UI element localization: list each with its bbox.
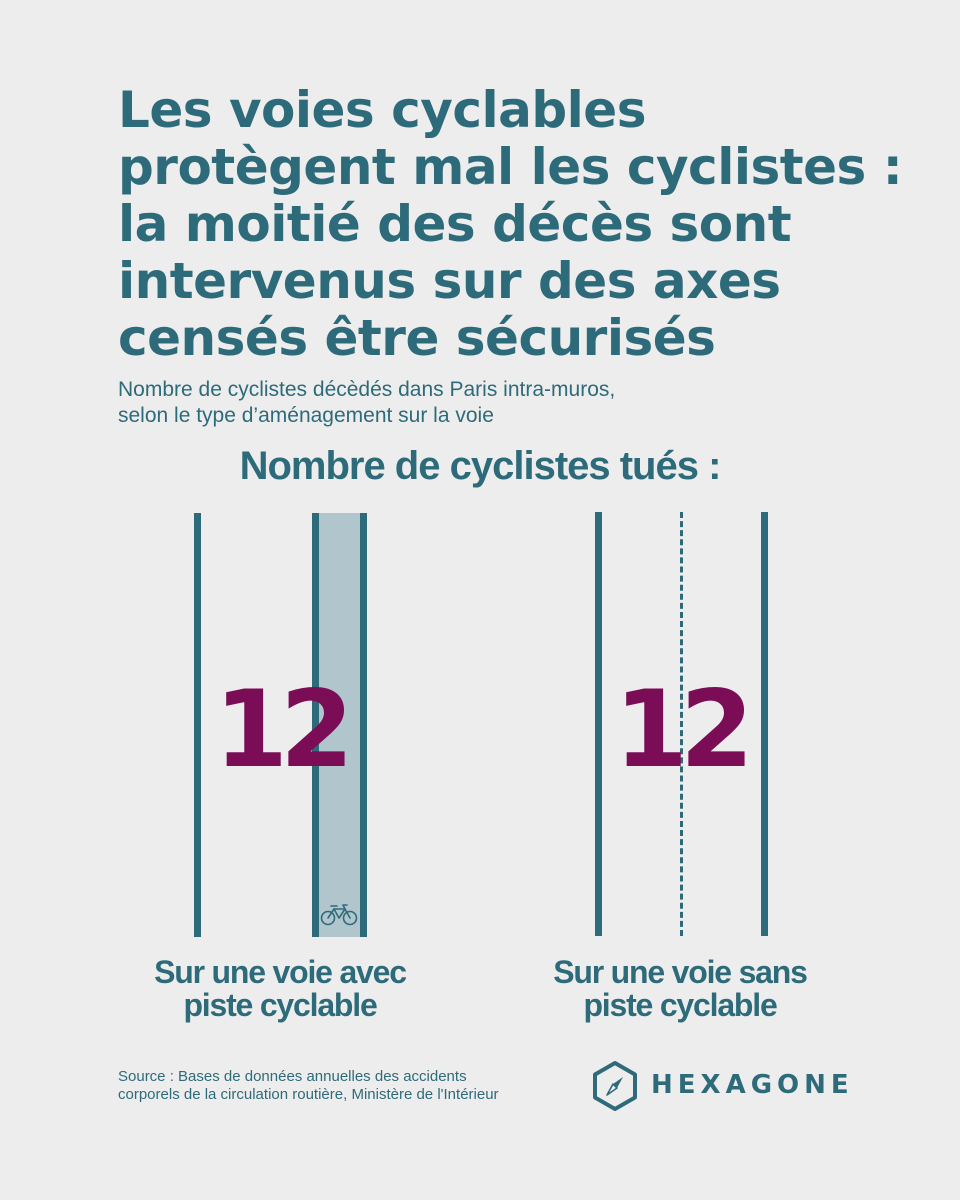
source-line: Source : Bases de données annuelles des … [118,1068,467,1085]
cycle-lane-border [312,513,319,937]
title-line: Les voies cyclables [118,81,646,139]
title-line: censés être sécurisés [118,309,716,367]
road-edge-left [595,512,602,936]
label-line: Sur une voie avec [154,954,407,990]
bicycle-icon [320,904,358,926]
title-line: la moitié des décès sont [118,195,792,253]
road-edge-right [761,512,768,936]
source-note: Source : Bases de données annuelles des … [118,1068,499,1104]
count-without-lane: 12 [614,668,754,791]
label-line: piste cyclable [183,987,377,1023]
title-line: protègent mal les cyclistes : [118,138,903,196]
cycle-lane [318,513,360,937]
main-title: Les voies cyclables protègent mal les cy… [118,82,918,367]
label-without-lane: Sur une voie sans piste cyclable [500,956,860,1022]
label-line: piste cyclable [583,987,777,1023]
subtitle-line: Nombre de cyclistes décèdés dans Paris i… [118,378,616,401]
brand-name: HEXAGONE [651,1070,854,1100]
label-with-lane: Sur une voie avec piste cyclable [100,956,460,1022]
section-heading: Nombre de cyclistes tués : [239,444,722,488]
subtitle-line: selon le type d’aménagement sur la voie [118,404,494,427]
title-line: intervenus sur des axes [118,252,781,310]
compass-hexagon-icon [593,1061,637,1111]
subtitle: Nombre de cyclistes décèdés dans Paris i… [118,377,878,429]
road-edge-left [194,513,201,937]
center-dashed-line [680,512,683,936]
label-line: Sur une voie sans [553,954,808,990]
source-line: corporels de la circulation routière, Mi… [118,1086,499,1103]
count-with-lane: 12 [214,668,354,791]
road-edge-right [360,513,367,937]
